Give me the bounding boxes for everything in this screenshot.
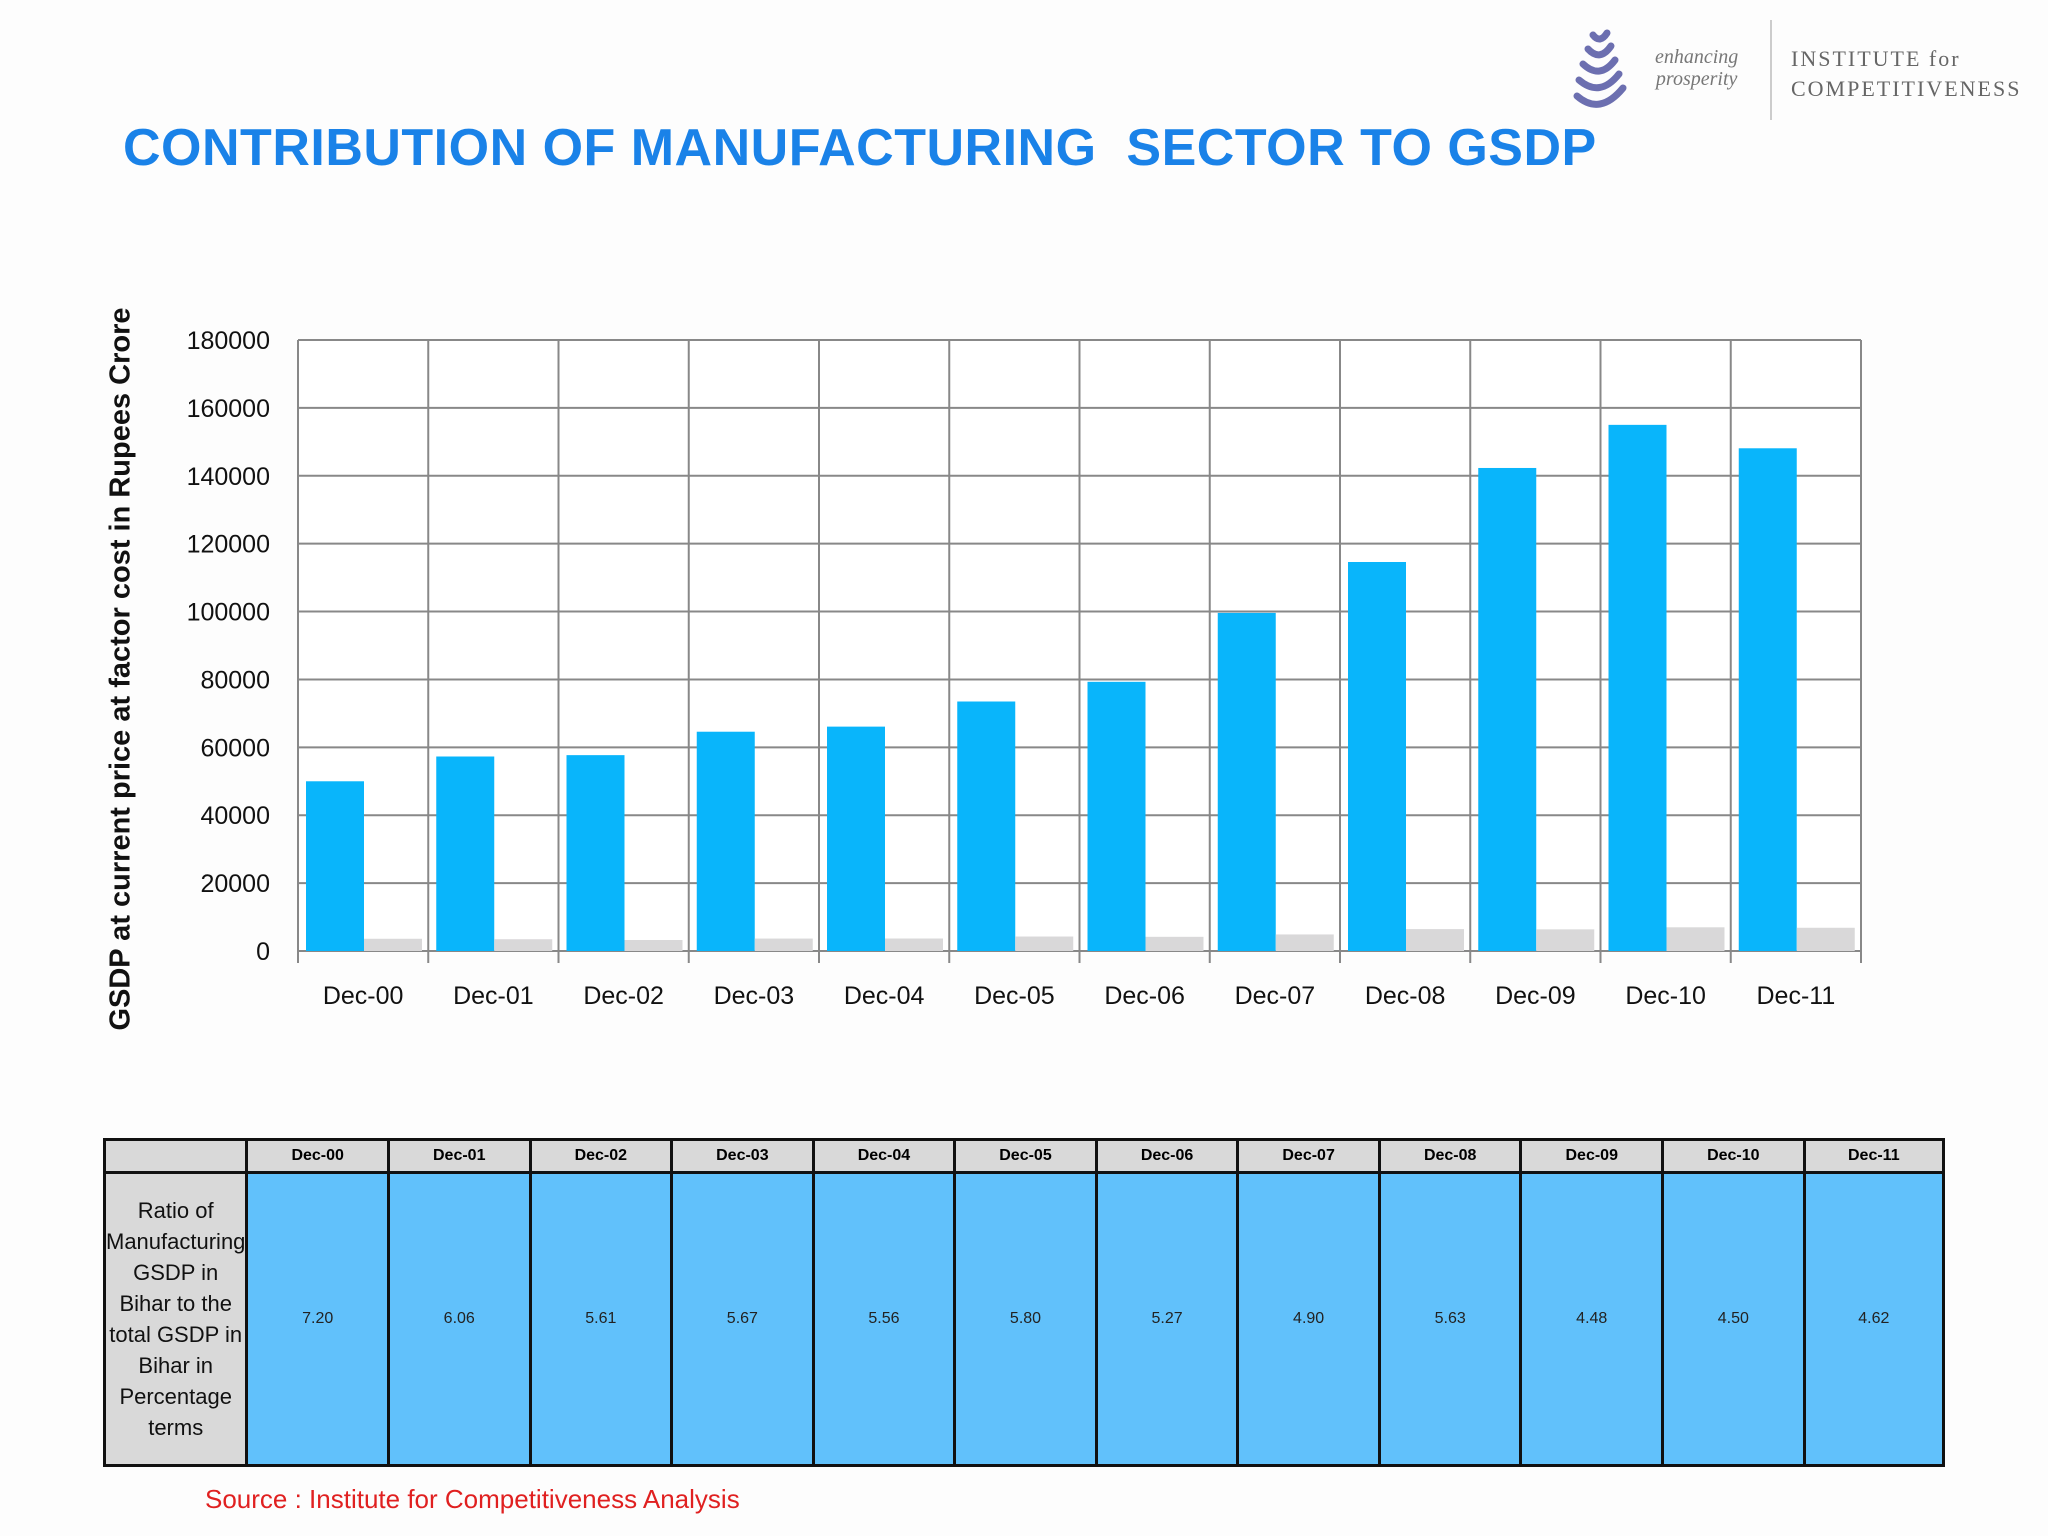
bar-gsdp [1217, 612, 1276, 951]
ratio-cell: 5.63 [1377, 1171, 1523, 1467]
column-header: Dec-05 [953, 1138, 1098, 1174]
column-header: Dec-06 [1094, 1138, 1240, 1174]
y-tick-label: 140000 [187, 463, 270, 491]
bar-secondary [1536, 929, 1595, 951]
y-tick-label: 180000 [187, 327, 270, 355]
ratio-cell: 7.20 [245, 1171, 390, 1467]
x-tick-label: Dec-10 [1625, 982, 1706, 1010]
x-tick-label: Dec-00 [323, 982, 404, 1010]
column-header: Dec-10 [1661, 1138, 1806, 1174]
ratio-cell: 4.62 [1802, 1171, 1946, 1467]
y-tick-label: 60000 [200, 734, 270, 762]
ratio-cell: 5.67 [670, 1171, 815, 1467]
logo-divider [1770, 20, 1772, 120]
column-header: Dec-09 [1519, 1138, 1665, 1174]
logo: enhancing prosperity INSTITUTE for COMPETI… [1555, 8, 2045, 128]
ratio-cell: 6.06 [386, 1171, 532, 1467]
column-header: Dec-08 [1377, 1138, 1523, 1174]
x-tick-label: Dec-06 [1104, 982, 1185, 1010]
bar-gsdp [1608, 424, 1667, 952]
row-label: Ratio of Manufacturing GSDP in Bihar to … [102, 1171, 249, 1467]
ratio-cell: 5.56 [811, 1171, 957, 1467]
bar-secondary [754, 938, 813, 951]
x-tick-label: Dec-09 [1495, 982, 1576, 1010]
bar-secondary [1275, 934, 1334, 951]
bar-gsdp [1478, 467, 1537, 951]
x-tick-label: Dec-04 [844, 982, 925, 1010]
bar-gsdp [1738, 448, 1797, 951]
bar-gsdp [696, 731, 755, 951]
bar-gsdp [436, 756, 495, 951]
bar-secondary [1406, 929, 1464, 951]
y-tick-label: 100000 [187, 599, 270, 627]
y-tick-label: 0 [256, 938, 270, 966]
x-tick-label: Dec-01 [453, 982, 534, 1010]
bar-secondary [1145, 936, 1204, 951]
x-tick-label: Dec-07 [1235, 982, 1316, 1010]
table-row: Ratio of Manufacturing GSDP in Bihar to … [102, 1171, 1946, 1467]
column-header: Dec-11 [1802, 1138, 1946, 1174]
bar-secondary [1015, 936, 1074, 951]
x-tick-label: Dec-08 [1365, 982, 1446, 1010]
column-header: Dec-00 [245, 1138, 390, 1174]
ratio-cell: 4.50 [1661, 1171, 1806, 1467]
x-tick-label: Dec-05 [974, 982, 1055, 1010]
column-header: Dec-02 [528, 1138, 674, 1174]
bar-gsdp [827, 726, 885, 951]
ratio-cell: 5.27 [1094, 1171, 1240, 1467]
bar-secondary [364, 938, 422, 951]
y-tick-label: 160000 [187, 395, 270, 423]
ratio-cell: 5.80 [953, 1171, 1098, 1467]
leaf-logo-icon [1573, 29, 1627, 108]
header-corner [102, 1138, 249, 1174]
column-header: Dec-04 [811, 1138, 957, 1174]
bar-secondary [494, 939, 553, 951]
ratio-cell: 4.48 [1519, 1171, 1665, 1467]
bar-secondary [624, 940, 683, 951]
bar-gsdp [1087, 681, 1146, 951]
x-tick-label: Dec-02 [583, 982, 664, 1010]
source-note: Source : Institute for Competitiveness A… [205, 1484, 740, 1514]
bar-secondary [885, 938, 943, 951]
column-header: Dec-03 [670, 1138, 815, 1174]
y-tick-label: 120000 [187, 531, 270, 559]
bar-secondary [1666, 927, 1725, 951]
page-title: CONTRIBUTION OF MANUFACTURING SECTOR TO … [123, 119, 1597, 177]
ratio-table: Dec-00 Dec-01 Dec-02 Dec-03 Dec-04 Dec-05 Dec-… [102, 1138, 1946, 1467]
logo-tagline: enhancing prosperity [1655, 46, 1739, 90]
y-axis-title: GSDP at current price at factor cost in … [104, 307, 137, 1031]
bar-gsdp [566, 755, 625, 951]
y-tick-label: 80000 [200, 666, 270, 694]
bar-gsdp [1348, 561, 1406, 951]
x-tick-label: Dec-11 [1757, 982, 1836, 1010]
bar-secondary [1796, 927, 1855, 951]
column-header: Dec-07 [1236, 1138, 1381, 1174]
bar-gsdp [306, 781, 364, 951]
ratio-cell: 5.61 [528, 1171, 674, 1467]
y-tick-label: 40000 [200, 802, 270, 830]
bar-gsdp [957, 701, 1016, 951]
ratio-cell: 4.90 [1236, 1171, 1381, 1467]
bar-chart: 0 20000 40000 60000 80000 100000 120000 140000 1… [187, 327, 1862, 1010]
y-tick-label: 20000 [200, 870, 270, 898]
column-header: Dec-01 [386, 1138, 532, 1174]
x-tick-label: Dec-03 [714, 982, 795, 1010]
table-header-row: Dec-00 Dec-01 Dec-02 Dec-03 Dec-04 Dec-05 Dec-… [102, 1138, 1946, 1174]
logo-name: INSTITUTE for COMPETITIVENESS [1791, 46, 2022, 101]
